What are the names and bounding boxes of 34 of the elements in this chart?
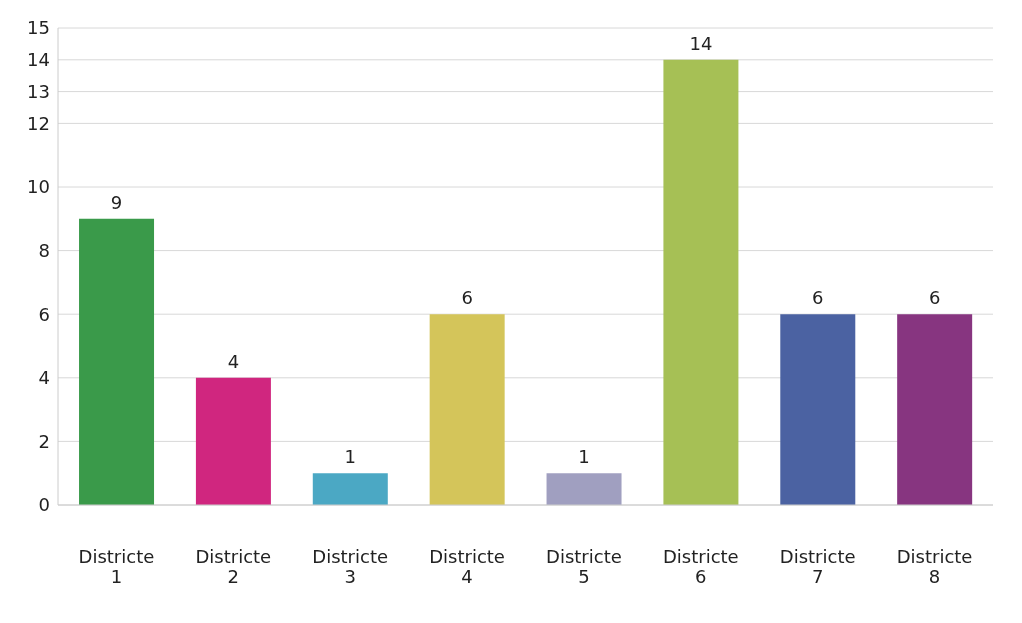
bar	[897, 314, 973, 505]
x-tick-label: Districte 5	[546, 546, 622, 587]
bar	[780, 314, 856, 505]
data-label: 9	[110, 191, 123, 213]
data-label: 6	[812, 287, 824, 309]
x-tick-label: Districte 2	[195, 546, 272, 587]
y-tick-label: 0	[38, 494, 50, 516]
x-tick-label: Districte 4	[429, 546, 505, 587]
y-tick-label: 2	[38, 430, 50, 452]
y-tick-label: 6	[38, 303, 50, 325]
data-label: 6	[461, 287, 473, 309]
data-label: 4	[227, 350, 240, 372]
bar	[663, 59, 739, 505]
bar	[79, 218, 155, 505]
x-tick-label: Districte 3	[312, 546, 389, 587]
data-label: 6	[928, 287, 941, 309]
x-tick-label: Districte 8	[896, 546, 973, 587]
x-tick-label: Districte 1	[78, 546, 155, 587]
y-tick-label: 14	[27, 49, 50, 71]
data-label: 1	[344, 446, 357, 468]
y-tick-label: 4	[38, 367, 50, 389]
y-tick-label: 13	[27, 80, 50, 102]
bar	[195, 377, 271, 505]
bar	[546, 473, 622, 505]
y-tick-label: 10	[27, 176, 50, 198]
bar	[312, 473, 388, 505]
bar	[429, 314, 505, 505]
y-tick-label: 12	[27, 112, 50, 134]
data-label: 1	[578, 446, 590, 468]
y-tick-label: 8	[38, 239, 50, 261]
y-tick-label: 15	[27, 17, 50, 39]
data-label: 14	[689, 32, 713, 54]
x-tick-label: Districte 6	[662, 546, 739, 587]
x-tick-label: Districte 7	[779, 546, 856, 587]
